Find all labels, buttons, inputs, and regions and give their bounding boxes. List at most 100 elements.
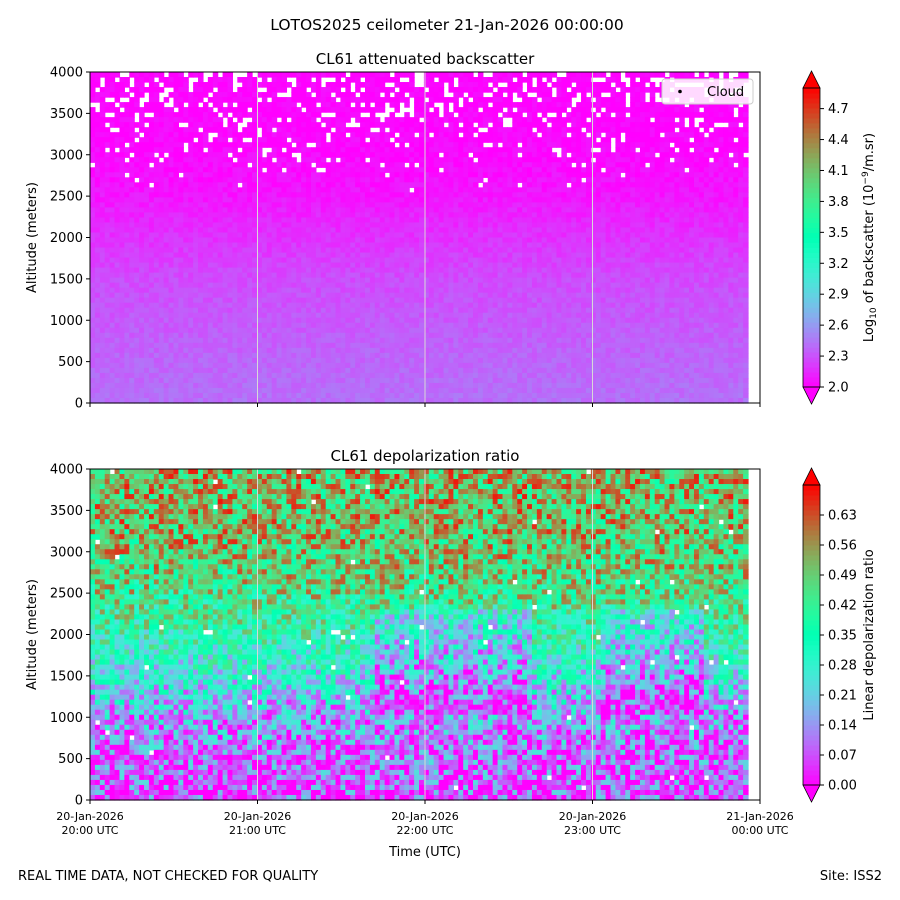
heatmap-cell <box>355 107 361 113</box>
heatmap-cell <box>576 212 582 218</box>
heatmap-cell <box>463 177 469 183</box>
heatmap-cell <box>463 142 469 148</box>
heatmap-cell <box>434 232 440 238</box>
heatmap-cell <box>645 212 651 218</box>
heatmap-cell <box>429 217 435 223</box>
heatmap-cell <box>591 222 597 228</box>
heatmap-cell <box>139 147 145 153</box>
heatmap-cell <box>198 167 204 173</box>
heatmap-cell <box>390 268 396 274</box>
heatmap-cell <box>203 172 209 178</box>
heatmap-cell <box>360 197 366 203</box>
heatmap-cell <box>385 92 391 98</box>
heatmap-cell <box>311 268 317 274</box>
heatmap-cell <box>390 253 396 259</box>
heatmap-cell <box>640 82 646 88</box>
heatmap-cell <box>468 172 474 178</box>
heatmap-cell <box>581 132 587 138</box>
heatmap-cell <box>493 212 499 218</box>
heatmap-cell <box>129 258 135 264</box>
heatmap-cell <box>267 112 273 118</box>
heatmap-cell <box>478 253 484 259</box>
heatmap-cell <box>365 258 371 264</box>
heatmap-cell <box>488 152 494 158</box>
heatmap-cell <box>429 72 435 78</box>
heatmap-cell <box>350 127 356 133</box>
heatmap-cell <box>237 238 243 244</box>
heatmap-cell <box>507 172 513 178</box>
heatmap-cell <box>247 192 253 198</box>
heatmap-cell <box>635 258 641 264</box>
heatmap-cell <box>689 142 695 148</box>
heatmap-cell <box>183 222 189 228</box>
heatmap-cell <box>552 248 558 254</box>
heatmap-cell <box>537 248 543 254</box>
heatmap-cell <box>522 253 528 259</box>
heatmap-cell <box>345 268 351 274</box>
heatmap-cell <box>615 132 621 138</box>
heatmap-cell <box>409 122 415 128</box>
heatmap-cell <box>679 147 685 153</box>
heatmap-cell <box>188 147 194 153</box>
heatmap-cell <box>223 212 229 218</box>
heatmap-cell <box>527 182 533 188</box>
heatmap-cell <box>434 207 440 213</box>
heatmap-cell <box>507 273 513 279</box>
heatmap-cell <box>95 142 101 148</box>
heatmap-cell <box>473 212 479 218</box>
heatmap-cell <box>326 147 332 153</box>
heatmap-cell <box>478 122 484 128</box>
heatmap-cell <box>473 202 479 208</box>
heatmap-cell <box>213 117 219 123</box>
heatmap-cell <box>419 197 425 203</box>
heatmap-cell <box>282 248 288 254</box>
heatmap-cell <box>380 122 386 128</box>
heatmap-cell <box>399 217 405 223</box>
heatmap-cell <box>237 77 243 83</box>
heatmap-cell <box>738 132 744 138</box>
heatmap-cell <box>650 258 656 264</box>
heatmap-cell <box>90 147 96 153</box>
heatmap-cell <box>645 258 651 264</box>
heatmap-cell <box>542 72 548 78</box>
heatmap-cell <box>119 152 125 158</box>
heatmap-cell <box>743 253 749 259</box>
heatmap-cell <box>704 232 710 238</box>
heatmap-cell <box>714 132 720 138</box>
heatmap-cell <box>370 82 376 88</box>
heatmap-cell <box>213 212 219 218</box>
heatmap-cell <box>665 232 671 238</box>
heatmap-cell <box>694 167 700 173</box>
heatmap-cell <box>419 112 425 118</box>
heatmap-cell <box>684 207 690 213</box>
heatmap-cell <box>606 232 612 238</box>
heatmap-cell <box>404 222 410 228</box>
heatmap-cell <box>463 82 469 88</box>
heatmap-cell <box>709 248 715 254</box>
heatmap-cell <box>571 177 577 183</box>
heatmap-cell <box>272 227 278 233</box>
heatmap-cell <box>635 202 641 208</box>
heatmap-cell <box>237 92 243 98</box>
heatmap-cell <box>360 268 366 274</box>
heatmap-cell <box>429 232 435 238</box>
heatmap-cell <box>227 87 233 93</box>
heatmap-cell <box>311 227 317 233</box>
heatmap-cell <box>399 82 405 88</box>
heatmap-cell <box>586 97 592 103</box>
heatmap-cell <box>100 232 106 238</box>
heatmap-cell <box>340 212 346 218</box>
heatmap-cell <box>183 92 189 98</box>
heatmap-cell <box>630 187 636 193</box>
heatmap-cell <box>105 172 111 178</box>
heatmap-cell <box>665 127 671 133</box>
heatmap-cell <box>301 87 307 93</box>
heatmap-cell <box>704 187 710 193</box>
heatmap-cell <box>517 172 523 178</box>
heatmap-cell <box>709 172 715 178</box>
heatmap-cell <box>232 152 238 158</box>
heatmap-cell <box>527 142 533 148</box>
heatmap-cell <box>498 243 504 249</box>
heatmap-cell <box>301 182 307 188</box>
heatmap-cell <box>669 182 675 188</box>
